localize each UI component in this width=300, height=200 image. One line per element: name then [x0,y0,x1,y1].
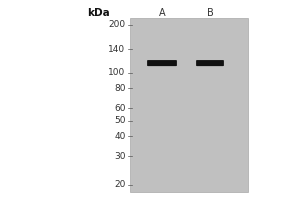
Text: 50: 50 [114,116,125,125]
Text: A: A [159,8,165,18]
Text: 60: 60 [114,104,125,113]
FancyBboxPatch shape [196,60,224,66]
Text: 20: 20 [114,180,125,189]
Text: 200: 200 [108,20,125,29]
Text: 40: 40 [114,132,125,141]
Text: 100: 100 [108,68,125,77]
Text: 140: 140 [108,45,125,54]
Text: 80: 80 [114,84,125,93]
Text: 30: 30 [114,152,125,161]
Text: B: B [207,8,213,18]
Bar [130,18,248,192]
FancyBboxPatch shape [147,60,177,66]
Text: kDa: kDa [87,8,110,18]
